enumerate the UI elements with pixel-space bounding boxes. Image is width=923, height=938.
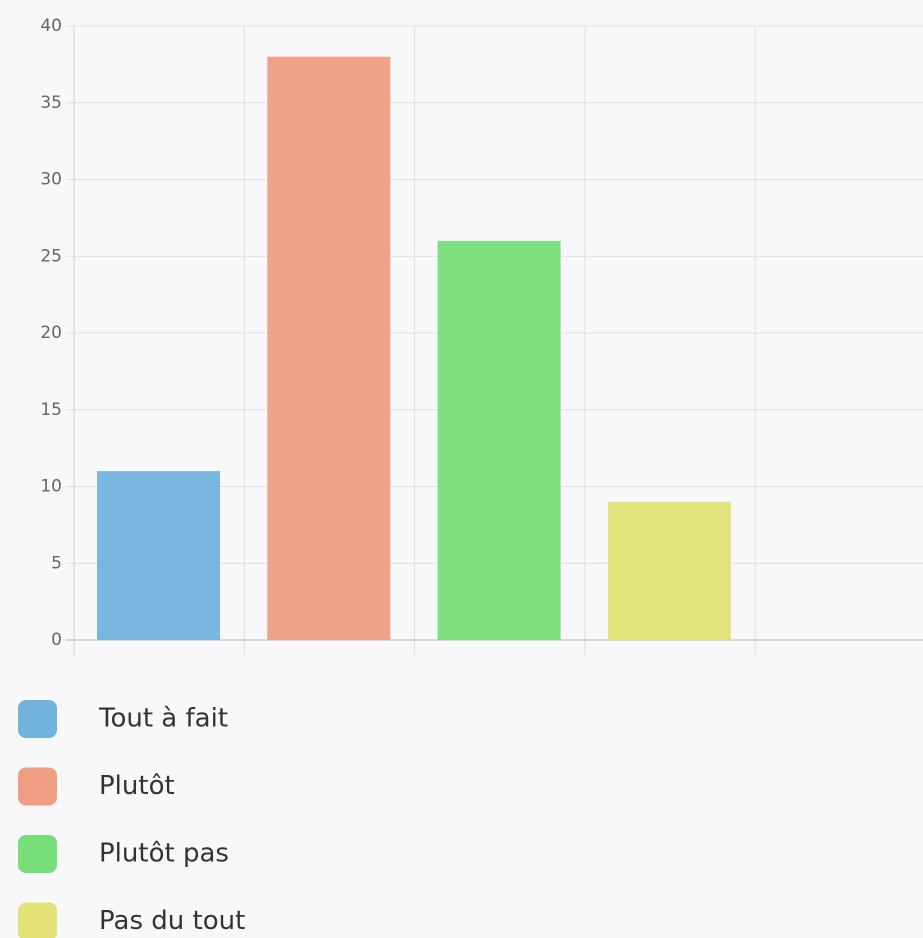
legend-label: Pas du tout: [99, 906, 245, 936]
bar: [437, 240, 561, 640]
legend-swatch: [18, 902, 57, 938]
y-tick-label: 20: [40, 323, 62, 343]
y-tick-label: 40: [40, 16, 62, 36]
y-tick-label: 10: [40, 477, 62, 497]
y-tick-label: 25: [40, 246, 62, 266]
legend-swatch: [18, 767, 57, 806]
bar: [267, 56, 391, 640]
bar: [97, 471, 220, 640]
legend-swatch: [18, 700, 57, 738]
legend-label: Plutôt pas: [99, 839, 229, 869]
legend-swatch: [18, 835, 57, 873]
y-tick-label: 35: [40, 93, 62, 113]
y-tick-label: 30: [40, 170, 62, 190]
y-tick-label: 5: [51, 553, 62, 573]
y-tick-label: 15: [40, 400, 62, 420]
y-tick-label: 0: [51, 630, 62, 650]
legend-label: Tout à fait: [98, 704, 228, 734]
legend-label: Plutôt: [99, 771, 175, 801]
bar: [607, 501, 731, 640]
